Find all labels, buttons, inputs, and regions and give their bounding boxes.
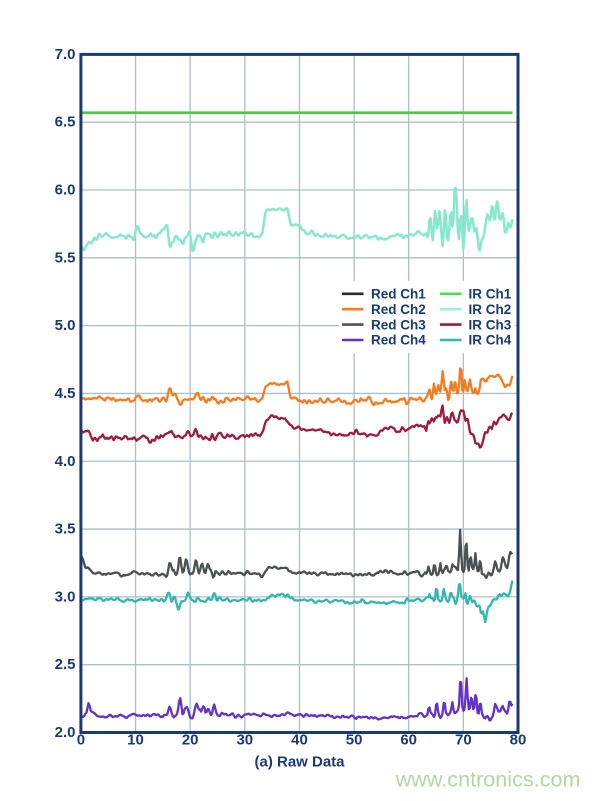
svg-text:0: 0	[77, 732, 85, 749]
svg-text:3.5: 3.5	[55, 521, 76, 538]
svg-text:IR Ch3: IR Ch3	[469, 317, 512, 332]
svg-text:40: 40	[291, 732, 308, 749]
svg-text:3.0: 3.0	[55, 588, 76, 605]
svg-text:4.5: 4.5	[55, 385, 76, 402]
svg-text:5.5: 5.5	[55, 249, 76, 266]
svg-text:70: 70	[455, 732, 472, 749]
svg-text:IR Ch1: IR Ch1	[469, 287, 512, 302]
svg-text:30: 30	[236, 732, 253, 749]
svg-text:2.5: 2.5	[55, 656, 76, 673]
svg-text:80: 80	[510, 732, 527, 749]
svg-text:4.0: 4.0	[55, 453, 76, 470]
svg-text:Red Ch2: Red Ch2	[371, 302, 426, 317]
svg-text:50: 50	[346, 732, 363, 749]
svg-text:Red Ch1: Red Ch1	[371, 287, 426, 302]
svg-text:20: 20	[182, 732, 199, 749]
svg-text:60: 60	[400, 732, 417, 749]
svg-text:10: 10	[127, 732, 144, 749]
svg-text:5.0: 5.0	[55, 317, 76, 334]
svg-text:Red Ch4: Red Ch4	[371, 333, 426, 348]
svg-text:2.0: 2.0	[55, 724, 76, 741]
svg-text:Red Ch3: Red Ch3	[371, 317, 426, 332]
svg-text:7.0: 7.0	[55, 46, 76, 63]
svg-text:IR Ch2: IR Ch2	[469, 302, 512, 317]
svg-text:6.0: 6.0	[55, 182, 76, 199]
svg-text:IR Ch4: IR Ch4	[469, 333, 512, 348]
svg-text:6.5: 6.5	[55, 114, 76, 131]
svg-text:(a) Raw Data: (a) Raw Data	[254, 754, 345, 771]
svg-text:www.cntronics.com: www.cntronics.com	[395, 767, 581, 792]
